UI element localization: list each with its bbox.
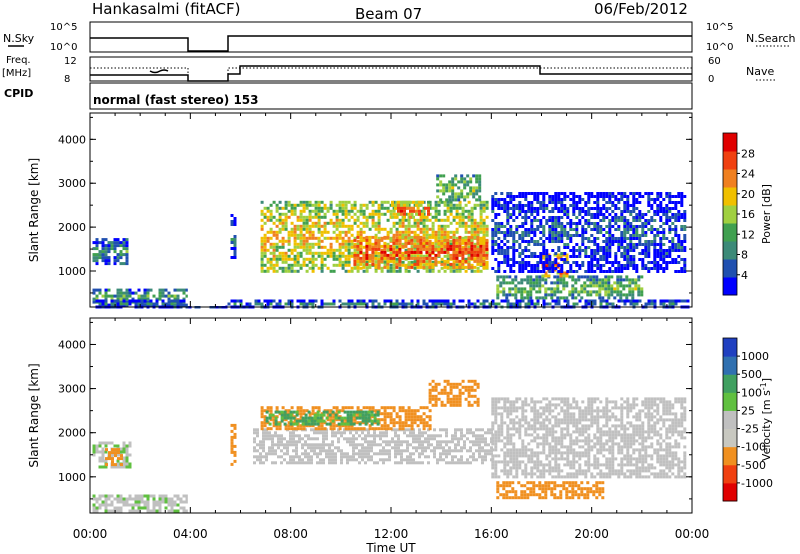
colorbar-swatch: [723, 187, 737, 206]
colorbar-swatch: [723, 374, 737, 393]
echo-region: [353, 235, 489, 269]
y-tick-label: 3000: [58, 383, 86, 396]
cpid-label: CPID: [4, 87, 33, 100]
colorbar-tick-label: 28: [741, 147, 755, 160]
echo-region: [92, 494, 189, 513]
nave-trace: [90, 65, 692, 82]
freq-tick-top: 12: [64, 56, 77, 67]
y-axis-label: Slant Range [km]: [27, 158, 41, 262]
time-axis: 00:00 04:00 08:00 12:00 16:00 20:00 00:00: [73, 527, 710, 541]
noise-right-tick-top: 10^5: [706, 22, 733, 33]
x-axis-label: Time UT: [365, 541, 416, 554]
colorbar-label: Power [dB]: [760, 184, 773, 244]
echo-region: [428, 379, 480, 407]
colorbar-tick-label: -1000: [741, 477, 773, 490]
noise-right-tick-bottom: 10^0: [706, 42, 733, 53]
echo-region: [391, 200, 430, 219]
nsky-label: N.Sky: [3, 32, 35, 45]
colorbar-swatch: [723, 446, 737, 466]
y-tick-label: 1000: [58, 265, 86, 278]
freq-tick-bottom: 8: [64, 74, 70, 85]
colorbar-swatch: [723, 205, 737, 224]
colorbar-swatch: [723, 482, 737, 502]
x-tick-label: 00:00: [675, 527, 710, 541]
date-title: 06/Feb/2012: [594, 0, 688, 18]
noise-left-tick-bottom: 10^0: [50, 42, 77, 53]
noise-panel: N.Sky 10^5 10^0 10^5 10^0 N.Search: [3, 21, 796, 53]
nave-tick-top: 60: [708, 56, 721, 67]
echo-region: [496, 481, 605, 500]
colorbar-tick-label: 16: [741, 208, 755, 221]
colorbar-swatch: [723, 428, 737, 448]
x-tick-label: 04:00: [173, 527, 208, 541]
colorbar-tick-label: -500: [741, 459, 766, 472]
colorbar-swatch: [723, 241, 737, 260]
echo-region: [436, 174, 482, 202]
echo-region: [491, 397, 687, 479]
power-colorbar: 4 8 12 16 20 24 28 Power [dB]: [722, 132, 773, 296]
x-tick-label: 16:00: [474, 527, 509, 541]
nave-tick-bottom: 0: [708, 74, 714, 85]
colorbar-swatch: [723, 259, 737, 278]
echo-region: [491, 192, 687, 273]
y-tick-label: 4000: [58, 133, 86, 146]
colorbar-tick-label: 100: [741, 386, 762, 399]
power-panel: 1000 2000 3000 4000 Slant Range [km]: [27, 112, 693, 309]
y-tick-label: 2000: [58, 427, 86, 440]
echo-region: [253, 428, 493, 465]
colorbar-swatch: [723, 169, 737, 188]
colorbar-tick-label: -25: [741, 423, 759, 436]
freq-unit: [MHz]: [2, 68, 31, 79]
colorbar-tick-label: 25: [741, 404, 755, 417]
echo-region: [496, 275, 644, 300]
colorbar-swatch: [723, 133, 737, 152]
echo-region: [92, 288, 189, 307]
colorbar-tick-label: 12: [741, 228, 755, 241]
beam-title: Beam 07: [355, 5, 422, 23]
colorbar-swatch: [723, 338, 737, 357]
colorbar-swatch: [723, 151, 737, 170]
colorbar-tick-label: 24: [741, 168, 755, 181]
colorbar-tick-label: 4: [741, 269, 748, 282]
colorbar-tick-label: -100: [741, 441, 766, 454]
cpid-value: normal (fast stereo) 153: [93, 93, 259, 107]
colorbar-tick-label: 8: [741, 249, 748, 262]
y-tick-label: 2000: [58, 221, 86, 234]
colorbar-swatch: [723, 223, 737, 242]
colorbar-swatch: [723, 410, 737, 430]
y-tick-label: 1000: [58, 471, 86, 484]
noise-sky-trace: [90, 35, 692, 52]
x-tick-label: 00:00: [73, 527, 108, 541]
y-tick-label: 4000: [58, 338, 86, 351]
colorbar-swatch: [723, 464, 737, 484]
colorbar-tick-label: 1000: [741, 350, 769, 363]
nave-label: Nave: [746, 65, 774, 78]
station-title: Hankasalmi (fitACF): [92, 0, 240, 18]
y-tick-label: 3000: [58, 177, 86, 190]
velocity-colorbar: 1000 500 100 25 -25 -100 -500 -1000 Velocity [m …: [722, 337, 773, 502]
nsearch-label: N.Search: [746, 32, 796, 45]
echo-region: [92, 238, 129, 266]
noise-left-tick-top: 10^5: [50, 22, 77, 33]
x-tick-label: 20:00: [574, 527, 609, 541]
frequency-panel: Freq. [MHz] 12 8 60 0 Nave: [2, 55, 776, 85]
x-tick-label: 12:00: [374, 527, 409, 541]
colorbar-tick-label: 20: [741, 188, 755, 201]
colorbar-swatch: [723, 392, 737, 411]
colorbar-tick-label: 500: [741, 368, 762, 381]
echo-region: [265, 410, 380, 426]
y-axis-label: Slant Range [km]: [27, 363, 41, 467]
colorbar-swatch: [723, 277, 737, 296]
colorbar-label: Velocity [m s-1]: [759, 378, 773, 461]
freq-label: Freq.: [6, 55, 31, 66]
velocity-panel: 1000 2000 3000 4000 Slant Range [km]: [27, 317, 693, 514]
colorbar-swatch: [723, 356, 737, 375]
echo-region: [105, 448, 123, 467]
echo-region: [230, 214, 237, 259]
x-tick-label: 08:00: [273, 527, 308, 541]
echo-region: [230, 423, 237, 466]
